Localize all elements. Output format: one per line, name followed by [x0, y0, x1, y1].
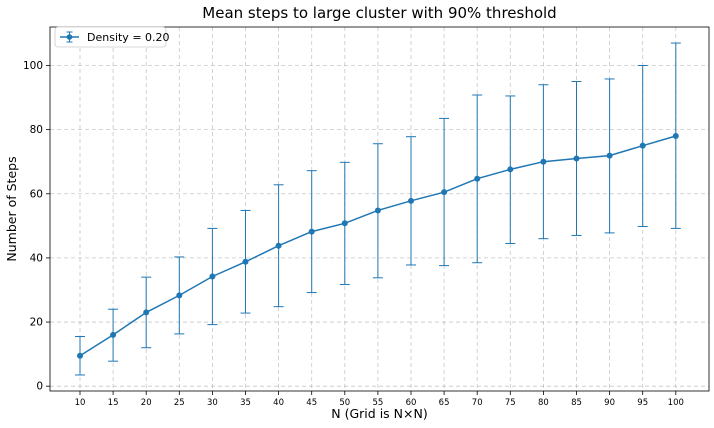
- data-point: [408, 197, 414, 204]
- data-point: [275, 242, 282, 249]
- data-point: [209, 273, 216, 280]
- plot-frame: [49, 26, 710, 392]
- data-point: [110, 331, 117, 338]
- y-axis-label: Number of Steps: [4, 156, 19, 261]
- data-point: [143, 309, 150, 316]
- data-point: [242, 258, 249, 265]
- x-tick-label: 100: [668, 398, 684, 408]
- y-axis-ticks: 0 20 40 60 80 100: [23, 60, 50, 393]
- legend: Density = 0.20: [54, 26, 170, 48]
- x-tick-label: 70: [472, 398, 483, 408]
- x-tick-label: 60: [406, 398, 417, 408]
- data-point: [374, 207, 381, 214]
- x-tick-label: 35: [240, 398, 251, 408]
- x-tick-label: 50: [339, 398, 350, 408]
- y-tick-label: 100: [23, 60, 43, 72]
- legend-label: Density = 0.20: [87, 31, 170, 44]
- data-point: [639, 142, 646, 149]
- x-tick-label: 65: [439, 398, 450, 408]
- data-point: [573, 155, 580, 162]
- x-tick-label: 45: [306, 398, 317, 408]
- x-tick-label: 30: [207, 398, 218, 408]
- data-points: [77, 133, 679, 359]
- x-tick-label: 15: [108, 398, 119, 408]
- y-tick-label: 60: [30, 188, 43, 200]
- x-tick-label: 75: [505, 398, 516, 408]
- y-tick-label: 80: [30, 124, 43, 136]
- data-point: [672, 133, 679, 140]
- x-tick-label: 55: [372, 398, 383, 408]
- legend-box: [54, 26, 167, 48]
- x-axis-ticks: 10 15 20 25 30 35 40 45 50 55 60 65 70 75 80 85 90 95 100: [75, 391, 684, 408]
- x-tick-label: 20: [141, 398, 152, 408]
- data-point: [77, 352, 83, 359]
- data-point: [341, 220, 348, 227]
- x-tick-label: 95: [637, 398, 648, 408]
- x-axis-label: N (Grid is N×N): [331, 406, 427, 421]
- legend-marker-icon: [66, 34, 73, 40]
- x-tick-label: 90: [604, 398, 615, 408]
- x-tick-label: 40: [273, 398, 284, 408]
- data-point: [606, 152, 613, 159]
- x-tick-label: 10: [75, 398, 86, 408]
- data-point: [308, 228, 315, 235]
- data-point: [441, 189, 448, 196]
- data-point: [474, 175, 481, 182]
- y-tick-label: 0: [36, 381, 43, 393]
- data-point: [540, 158, 547, 165]
- data-point: [176, 292, 183, 299]
- y-tick-label: 20: [30, 317, 43, 329]
- x-tick-label: 80: [538, 398, 549, 408]
- data-point: [507, 166, 514, 173]
- x-tick-label: 85: [571, 398, 582, 408]
- y-tick-label: 40: [30, 252, 43, 264]
- x-tick-label: 25: [174, 398, 185, 408]
- chart-title: Mean steps to large cluster with 90% thr…: [202, 4, 556, 22]
